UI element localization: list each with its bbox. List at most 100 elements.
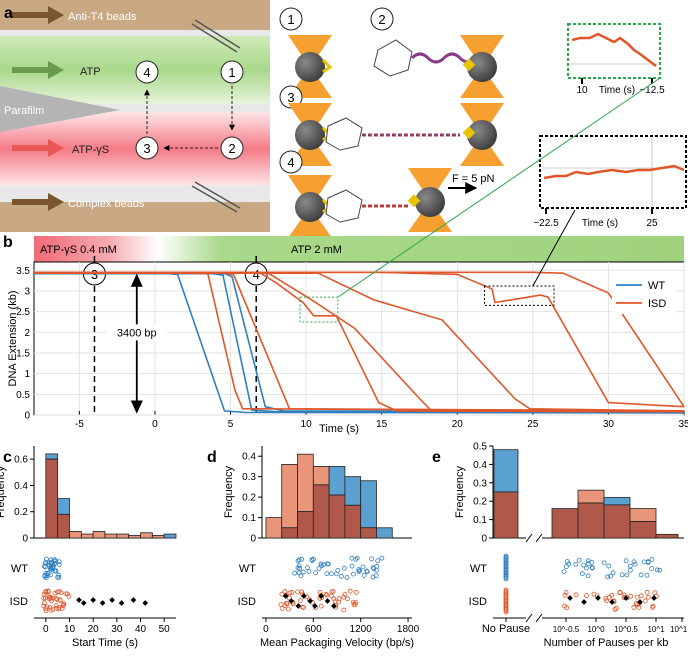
bar-top-c-1 <box>57 498 70 515</box>
bar-overlap-d-1 <box>281 527 298 539</box>
point-isd-e-31 <box>617 589 623 595</box>
tick-label-y-d-4: 0.4 <box>242 452 256 463</box>
point-wt-e-4 <box>641 559 647 565</box>
bar-top-c-3 <box>80 533 94 539</box>
point-wt-d-0 <box>356 567 362 572</box>
point-isd-d-2 <box>347 588 353 594</box>
point-wt-e-16 <box>589 564 595 570</box>
point-isd-c-28 <box>54 596 60 602</box>
panel-label-c: c <box>3 449 12 466</box>
bar-overlap-e-0 <box>493 491 519 539</box>
axis-break-gap <box>526 534 542 542</box>
tick-label-y-0: 0 <box>24 411 30 422</box>
arrow-top <box>12 6 64 24</box>
strip-label-isd-c: ISD <box>10 596 28 608</box>
point-isd-e-21 <box>635 602 640 608</box>
point-wt-nopause-19 <box>503 576 509 582</box>
band-atp <box>157 236 684 262</box>
point-isd-black-d-5 <box>312 603 318 609</box>
point-wt-c-33 <box>48 564 54 570</box>
point-isd-e-20 <box>564 605 570 611</box>
point-isd-e-26 <box>646 594 651 600</box>
ylabel-e: Frequency <box>454 466 466 518</box>
tick-label-x-e-5: 10^1.5 <box>670 625 688 634</box>
point-isd-black-e-6 <box>651 595 657 601</box>
tick-label-x-2: 5 <box>228 419 234 430</box>
bar-top-c-6 <box>116 533 130 539</box>
tick-label-x-3: 10 <box>301 419 313 430</box>
bar-overlap-d-2 <box>297 511 314 539</box>
point-isd-black-c-1 <box>80 600 87 606</box>
point-isd-c-34 <box>43 606 49 612</box>
tick-label-y-c-2: 0.4 <box>14 481 28 492</box>
tick-label-x-e-3: 10^0.5 <box>614 625 638 634</box>
tick-label-x-4: 15 <box>376 419 388 430</box>
tick-label-x-7: 30 <box>603 419 615 430</box>
tick-label-x-c-0: 0 <box>43 624 49 635</box>
point-isd-black-d-1 <box>288 598 295 604</box>
inset-green-tick-0: 10 <box>576 85 588 96</box>
tick-label-y-e-1: 0.1 <box>473 515 487 526</box>
bar-top-c-2 <box>69 531 82 539</box>
point-wt-d-49 <box>296 563 302 569</box>
schematic-2: 2 <box>370 7 504 98</box>
arrow-bottom <box>12 193 64 211</box>
point-wt-d-26 <box>357 568 363 574</box>
bar-top-e-4 <box>629 508 657 522</box>
panel-a: Anti-T4 beads ATP Parafilm ATP-γS Comple… <box>0 0 270 232</box>
tick-label-x-6: 25 <box>527 419 539 430</box>
tick-label-y-5: 2.5 <box>16 307 30 318</box>
point-isd-c-37 <box>41 600 47 606</box>
point-isd-e-35 <box>650 605 655 610</box>
point-isd-black-c-6 <box>130 597 137 603</box>
ylabel-c: Frequency <box>0 466 7 518</box>
panel-d: 0 0.1 0.2 0.3 0.4 Frequency WT ISD 0 600 1200 1800 M… <box>207 446 420 649</box>
step-4: 4 <box>143 65 150 80</box>
point-isd-c-36 <box>46 594 52 600</box>
point-isd-d-34 <box>345 596 350 602</box>
step-1: 1 <box>228 65 235 80</box>
strip-break-1 <box>525 613 533 623</box>
point-wt-e-27 <box>623 558 629 564</box>
bar-top-e-3 <box>603 497 631 506</box>
point-isd-e-11 <box>642 598 648 604</box>
bar-overlap-d-5 <box>344 504 362 539</box>
tick-label-x-5: 20 <box>452 419 464 430</box>
point-isd-c-30 <box>53 603 59 609</box>
point-isd-black-c-4 <box>109 597 115 603</box>
point-wt-e-23 <box>610 570 616 576</box>
parafilm-wedge <box>0 86 120 132</box>
point-wt-c-30 <box>56 562 62 567</box>
series-isd-9 <box>34 271 685 408</box>
point-wt-c-27 <box>48 557 54 563</box>
point-wt-e-29 <box>584 565 589 571</box>
point-wt-c-21 <box>42 574 48 579</box>
bar-overlap-e-2 <box>577 502 605 539</box>
zoom-box-green <box>299 296 339 323</box>
point-isd-d-5 <box>341 607 347 613</box>
inset-green-tick-1: ~12.5 <box>639 85 665 96</box>
point-wt-e-3 <box>608 573 614 579</box>
point-wt-d-42 <box>370 574 376 580</box>
tick-label-y-d-2: 0.2 <box>242 493 256 504</box>
tick-label-y-3: 1.5 <box>16 348 30 359</box>
annotation-bg <box>106 324 167 341</box>
point-isd-d-38 <box>353 589 359 595</box>
inset-green-xlabel: Time (s) <box>599 85 635 96</box>
tick-label-x-e-1: 10^-0.5 <box>553 625 580 634</box>
point-isd-black-d-3 <box>301 593 307 599</box>
point-wt-d-39 <box>300 569 306 575</box>
ylabel-b: DNA Extension (kb) <box>7 291 19 387</box>
point-wt-d-21 <box>369 556 374 562</box>
point-wt-d-24 <box>349 555 355 561</box>
label-atpgs: ATP-γS <box>72 144 109 156</box>
panel-label-b: b <box>3 234 13 251</box>
point-isd-black-e-4 <box>623 595 629 601</box>
tick-label-y-e-0: 0 <box>481 534 487 545</box>
bar-top-c-7 <box>128 534 141 539</box>
arrow-atp <box>12 61 64 79</box>
point-isd-c-38 <box>53 596 59 601</box>
point-wt-d-5 <box>361 573 367 578</box>
bar-top-d-0 <box>265 517 283 539</box>
panel-c: 0 0.2 0.4 0.6 Frequency WT ISD 0 10 20 30 40 50 Start… <box>0 446 177 649</box>
